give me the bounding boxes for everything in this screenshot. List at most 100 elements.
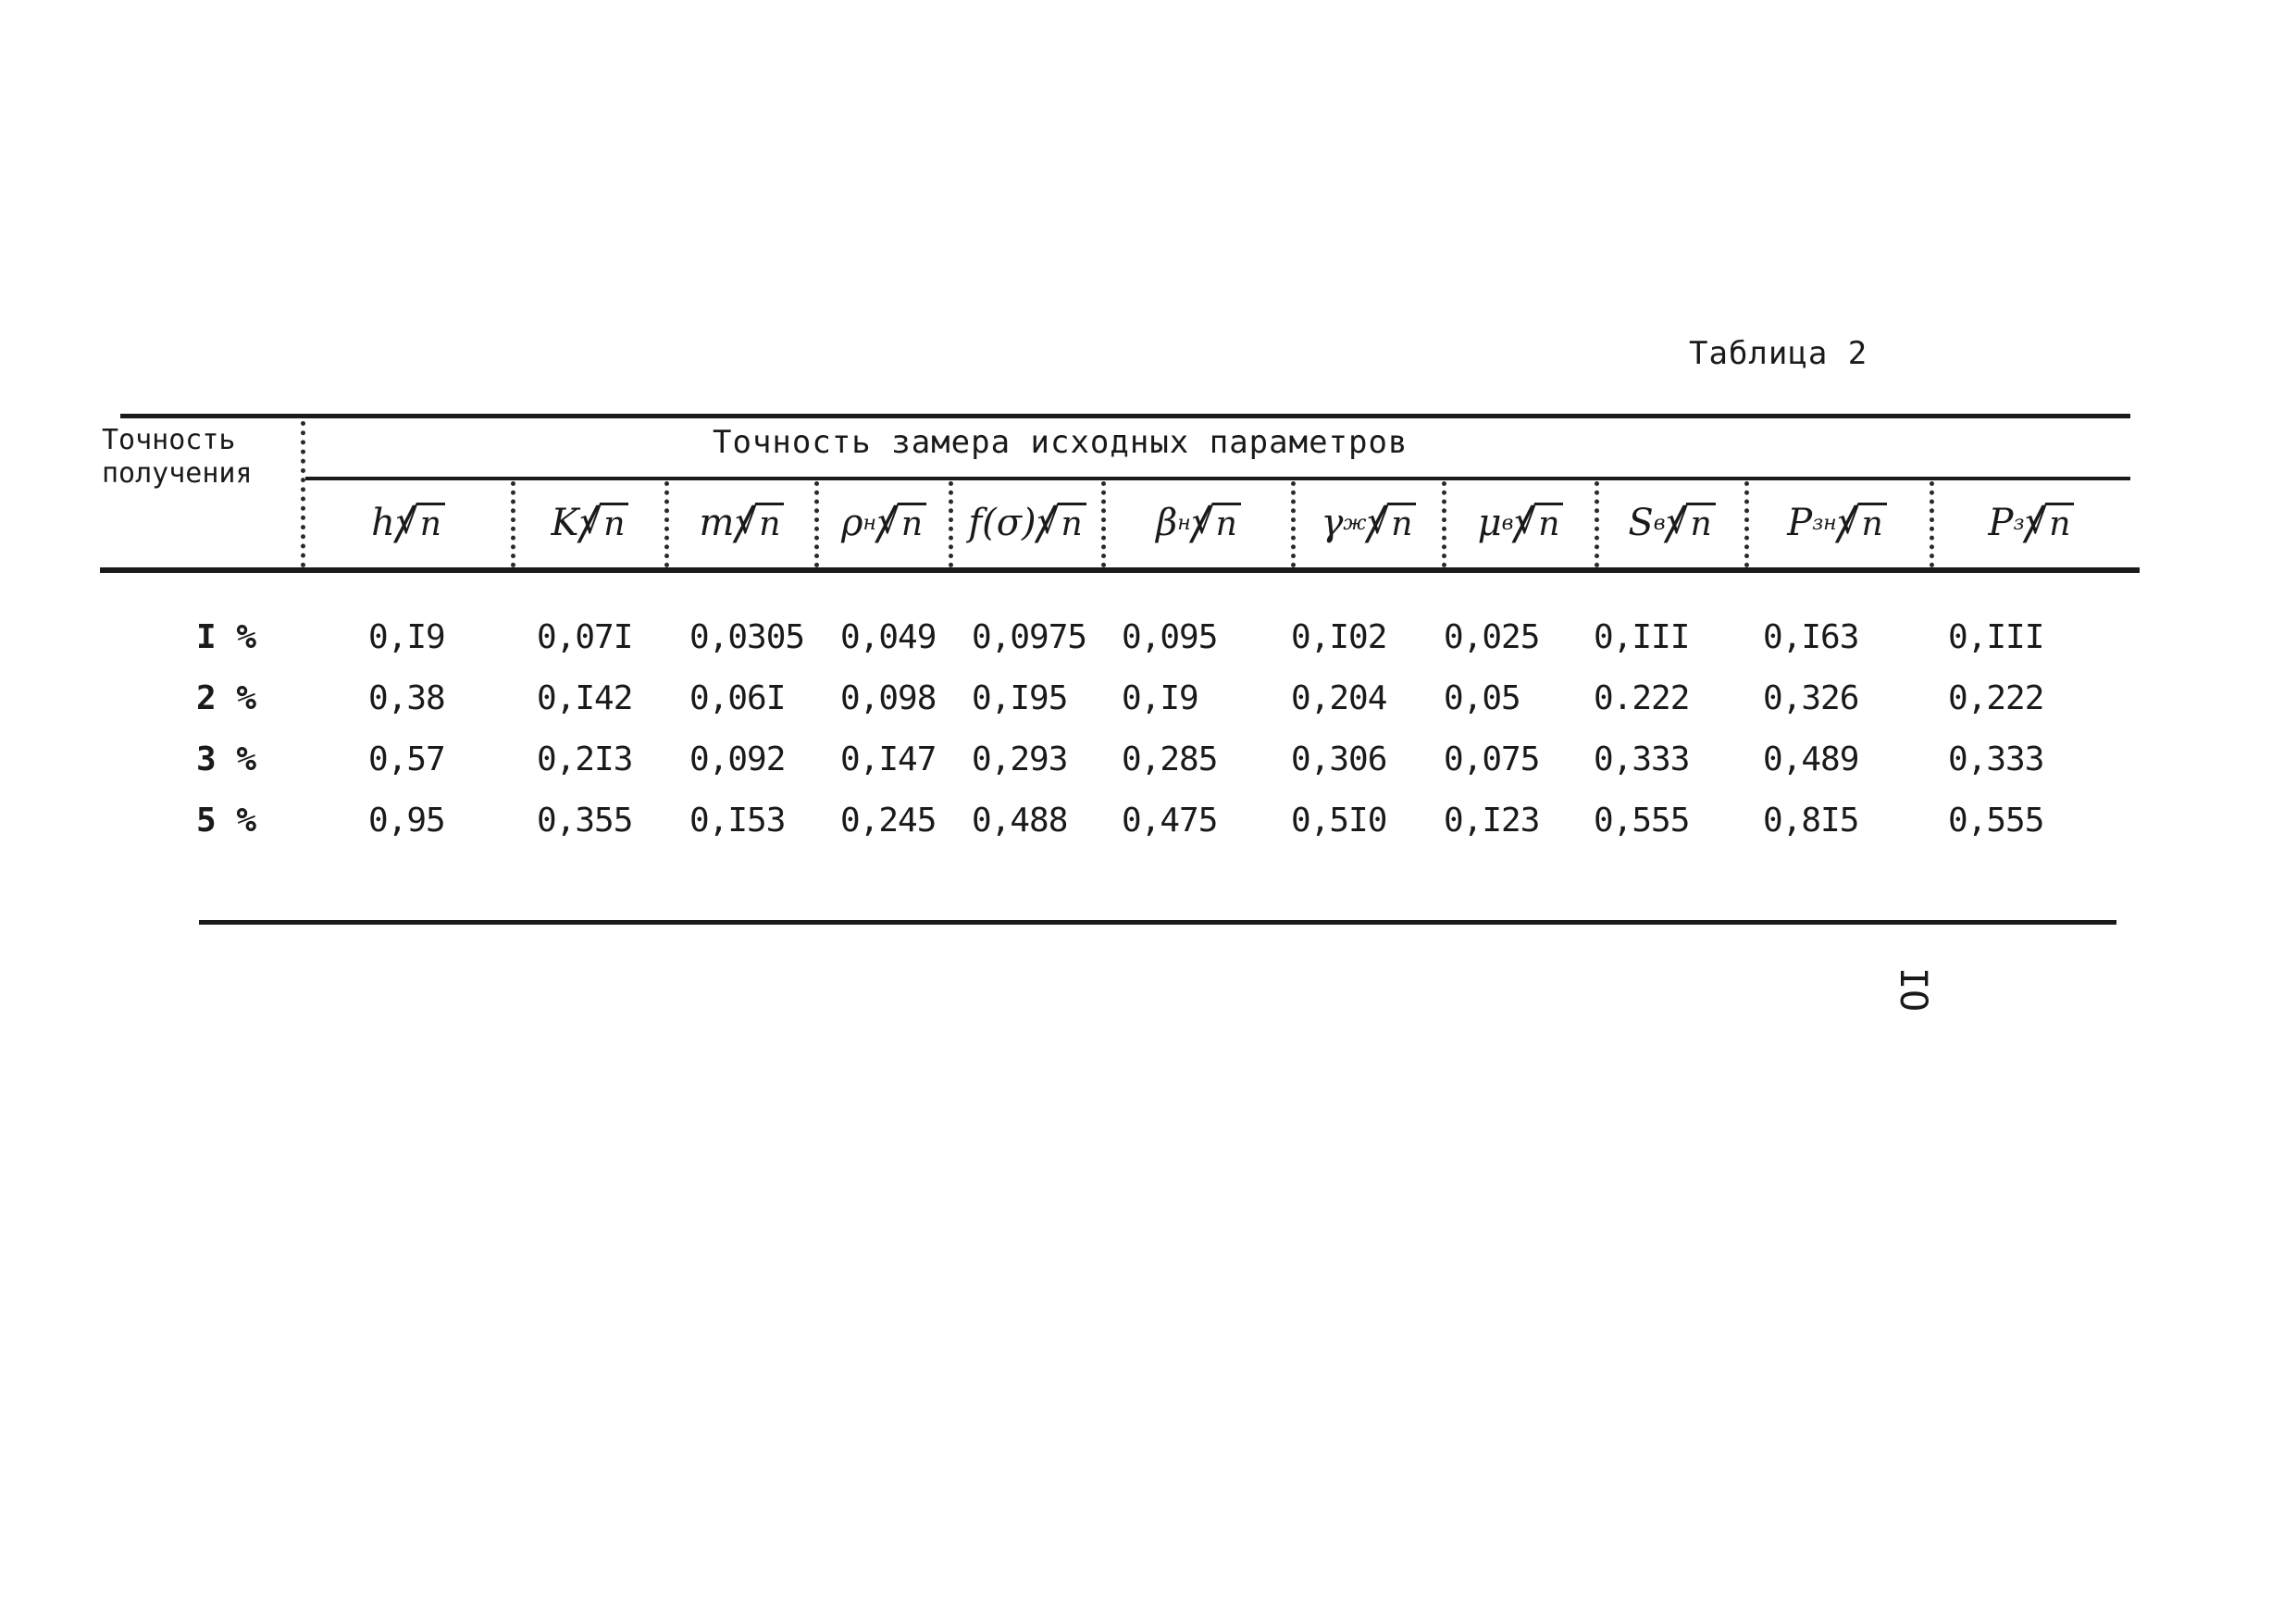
column-header-symbol: μ (1477, 502, 1502, 544)
denominator: n (396, 500, 445, 543)
table-cell: 0,555 (1594, 802, 1690, 840)
table-cell: 0,326 (1763, 679, 1859, 717)
table-top-rule (120, 414, 2130, 418)
column-header-symbol: ρ (840, 502, 863, 544)
col-separator (1595, 481, 1599, 567)
column-header: ρн/n (819, 486, 949, 560)
col-separator (1442, 481, 1446, 567)
table-cell: 0,I02 (1291, 618, 1387, 656)
column-header-subscript: н (1177, 511, 1191, 535)
table-cell: 0,355 (537, 802, 633, 840)
column-header-symbol: P (1787, 502, 1813, 544)
column-header: γж/n (1296, 486, 1442, 560)
column-header: m/n (669, 486, 814, 560)
col-separator (1101, 481, 1106, 567)
sqrt-denominator: n (1514, 500, 1564, 543)
table-cell: 0.222 (1594, 679, 1690, 717)
table-cell: 0,0305 (689, 618, 805, 656)
table-cell: 0,8I5 (1763, 802, 1859, 840)
column-header: f(σ)/n (953, 486, 1101, 560)
table-cell: 0,092 (689, 740, 786, 778)
column-header-symbol: K (551, 502, 579, 544)
column-header: K/n (515, 486, 664, 560)
table-cell: 0,5I0 (1291, 802, 1387, 840)
column-header-symbol: m (699, 502, 735, 544)
row-header-line-1: Точность (102, 424, 236, 456)
column-header-symbol: h (371, 502, 395, 544)
col-separator (664, 481, 669, 567)
col-separator (949, 481, 953, 567)
table-cell: 0,I95 (972, 679, 1068, 717)
table-cell: 0,333 (1594, 740, 1690, 778)
table-cell: 0,306 (1291, 740, 1387, 778)
table-cell: 0,489 (1763, 740, 1859, 778)
table-cell: 0,333 (1948, 740, 2044, 778)
table-cell: 0,555 (1948, 802, 2044, 840)
table-caption: Таблица 2 (1689, 335, 1868, 372)
column-header-symbol: β (1156, 502, 1178, 544)
table-cell: 0,488 (972, 802, 1068, 840)
table-cell: 0,57 (368, 740, 446, 778)
row-label: I % (196, 618, 257, 656)
table-cell: 0,204 (1291, 679, 1387, 717)
sqrt-denominator: n (1192, 500, 1241, 543)
row-header-line-2: получения (102, 457, 253, 490)
table-cell: 0,245 (840, 802, 937, 840)
col-separator (1744, 481, 1749, 567)
col-separator (814, 481, 819, 567)
col-separator (1291, 481, 1296, 567)
page-number: IO (1892, 967, 1934, 1013)
sqrt-denominator: n (579, 500, 629, 543)
column-header-subscript: в (1501, 511, 1514, 535)
sqrt-denominator: n (1367, 500, 1417, 543)
col-separator (511, 481, 515, 567)
col-separator (1930, 481, 1934, 567)
sqrt-denominator: n (1666, 500, 1716, 543)
table-cell: 0,075 (1444, 740, 1540, 778)
table-cell: 0,098 (840, 679, 937, 717)
table-cell: 0,III (1948, 618, 2044, 656)
table-cell: 0,I23 (1444, 802, 1540, 840)
table-cell: 0,I63 (1763, 618, 1859, 656)
table-cell: 0,I42 (537, 679, 633, 717)
group-header-rule (305, 477, 2130, 480)
table-cell: 0,I47 (840, 740, 937, 778)
column-header: μв/n (1446, 486, 1595, 560)
column-header: Pзн/n (1749, 486, 1925, 560)
table-cell: 0,0975 (972, 618, 1087, 656)
column-header-subscript: з (2013, 511, 2025, 535)
table-cell: 0,293 (972, 740, 1068, 778)
table-cell: 0,III (1594, 618, 1690, 656)
table-cell: 0,I53 (689, 802, 786, 840)
table-cell: 0,95 (368, 802, 446, 840)
sqrt-denominator: n (2025, 500, 2075, 543)
table-cell: 0,06I (689, 679, 786, 717)
table-cell: 0,2I3 (537, 740, 633, 778)
row-label: 5 % (196, 802, 257, 840)
sqrt-denominator: n (1837, 500, 1887, 543)
sqrt-denominator: n (735, 500, 785, 543)
column-header-symbol: γ (1321, 502, 1344, 544)
row-label: 2 % (196, 679, 257, 717)
table-cell: 0,475 (1122, 802, 1218, 840)
column-header-subscript: ж (1343, 511, 1367, 535)
table-cell: 0,I9 (1122, 679, 1199, 717)
row-header: Точность получения (102, 424, 253, 491)
sqrt-denominator: n (877, 500, 927, 543)
column-header: Sв/n (1599, 486, 1744, 560)
row-label: 3 % (196, 740, 257, 778)
column-header: Pз/n (1934, 486, 2128, 560)
table-cell: 0,05 (1444, 679, 1521, 717)
group-header: Точность замера исходных параметров (713, 424, 1409, 461)
column-header: βн/n (1106, 486, 1291, 560)
table-cell: 0,I9 (368, 618, 446, 656)
column-header-subscript: зн (1812, 511, 1837, 535)
column-header-symbol: S (1628, 502, 1654, 544)
column-header-subscript: н (863, 511, 876, 535)
header-bottom-rule (100, 567, 2140, 573)
table-cell: 0,025 (1444, 618, 1540, 656)
row-header-separator (301, 421, 305, 567)
column-header: h/n (305, 486, 511, 560)
column-header-symbol: f(σ) (968, 502, 1036, 544)
